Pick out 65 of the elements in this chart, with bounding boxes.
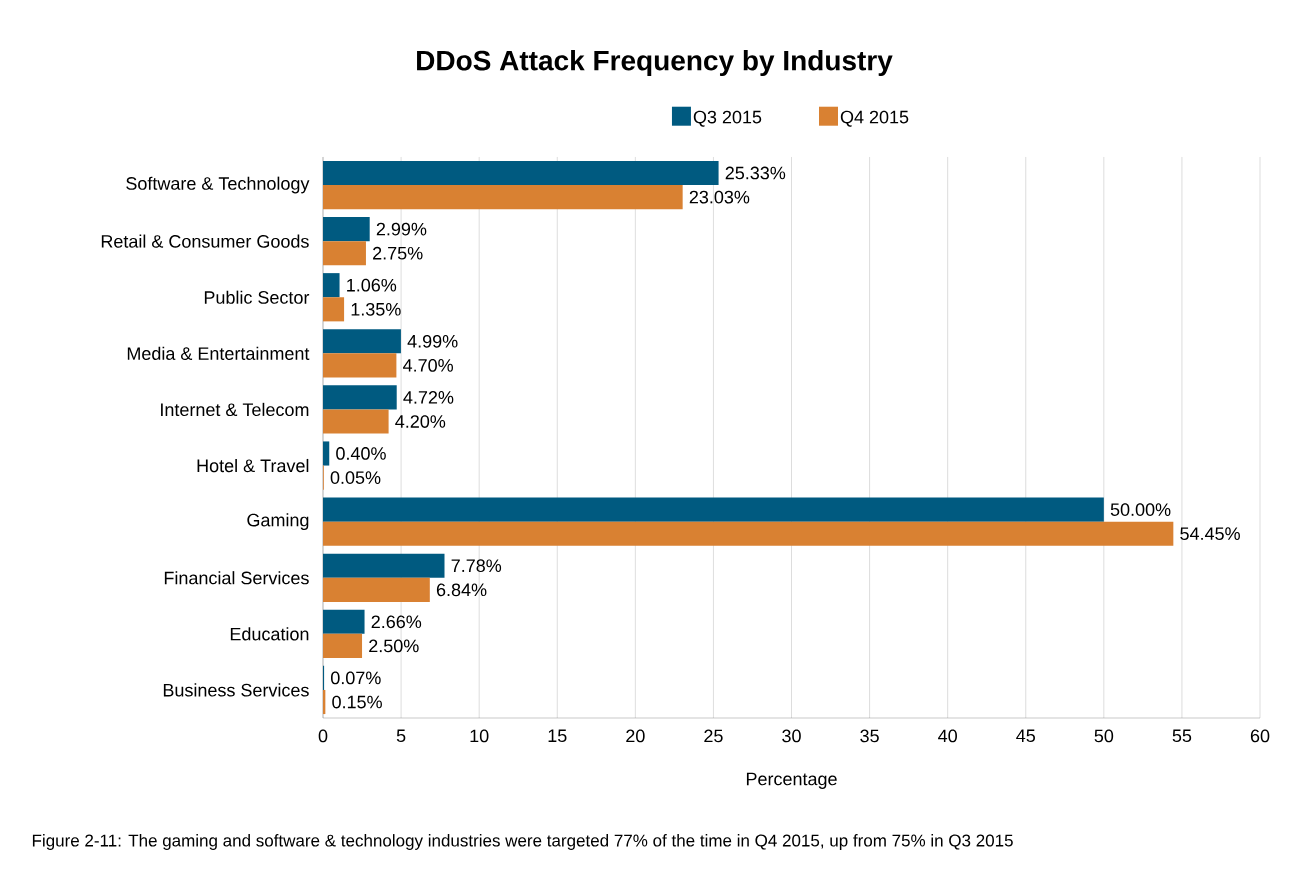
data-label: 2.99% [376, 222, 427, 236]
bar [323, 329, 401, 354]
bar [323, 521, 1174, 546]
x-tick-label: 55 [1172, 729, 1192, 743]
bar [323, 441, 330, 466]
bar [323, 241, 366, 266]
data-label: 0.07% [331, 671, 381, 685]
bar [323, 353, 397, 378]
y-tick-label: Gaming [247, 513, 309, 531]
data-label: 54.45% [1180, 527, 1240, 541]
y-tick-label: Public Sector [204, 290, 310, 304]
bar [323, 273, 340, 298]
bar [323, 297, 345, 322]
x-tick-label: 40 [938, 729, 957, 743]
bar [323, 577, 430, 602]
data-label: 1.35% [351, 302, 401, 316]
y-tick-label: Media & Entertainment [127, 346, 310, 360]
data-label: 2.75% [373, 246, 423, 260]
data-label: 4.70% [403, 359, 453, 372]
x-tick-label: 30 [782, 729, 801, 743]
legend-label: Q4 2015 [840, 110, 909, 127]
data-label: 4.99% [407, 334, 458, 348]
x-axis-title: Percentage [746, 772, 837, 789]
y-tick-label: Business Services [163, 683, 309, 697]
bar [323, 609, 365, 634]
bar [323, 185, 683, 210]
x-tick-label: 25 [704, 729, 723, 743]
y-tick-label: Education [230, 627, 309, 641]
bar [323, 497, 1104, 522]
data-label: 6.84% [436, 583, 487, 597]
data-label: 0.40% [336, 447, 386, 460]
x-tick-label: 50 [1094, 729, 1114, 743]
data-label: 4.72% [403, 391, 454, 404]
bar [323, 409, 389, 434]
x-tick-label: 10 [470, 729, 489, 743]
legend-label: Q3 2015 [693, 110, 762, 127]
data-label: 2.50% [369, 639, 419, 653]
data-label: 4.20% [395, 415, 446, 428]
y-tick-label: Financial Services [164, 571, 309, 585]
x-tick-label: 45 [1016, 729, 1036, 743]
caption: Figure 2-11: The gaming and software & technology industries were targeted 77% of the time in Q4 2015, up from 75% in Q3 2015 [32, 834, 1013, 850]
y-tick-label: Hotel & Travel [197, 458, 309, 473]
x-tick-label: 20 [626, 729, 645, 743]
bar [323, 217, 370, 242]
data-label: 0.05% [330, 471, 381, 484]
x-tick-label: 35 [860, 729, 879, 743]
x-tick-label: 0 [318, 729, 328, 743]
x-tick-label: 60 [1250, 729, 1270, 743]
data-label: 2.66% [371, 615, 422, 629]
data-label: 7.78% [451, 559, 502, 573]
y-tick-label: Software & Technology [126, 176, 310, 194]
bar [323, 633, 363, 658]
x-tick-label: 15 [548, 729, 567, 743]
chart-title: DDoS Attack Frequency by Industry [417, 49, 893, 77]
bar [323, 553, 445, 578]
x-tick-label: 5 [396, 729, 406, 743]
data-label: 25.33% [725, 166, 786, 180]
bar [323, 385, 397, 410]
data-label: 50.00% [1110, 503, 1171, 516]
data-label: 1.06% [347, 278, 397, 292]
data-label: 23.03% [689, 190, 750, 204]
y-tick-label: Internet & Telecom [161, 402, 309, 417]
y-tick-label: Retail & Consumer Goods [101, 234, 309, 248]
data-label: 0.15% [332, 695, 382, 709]
bar [323, 160, 719, 186]
